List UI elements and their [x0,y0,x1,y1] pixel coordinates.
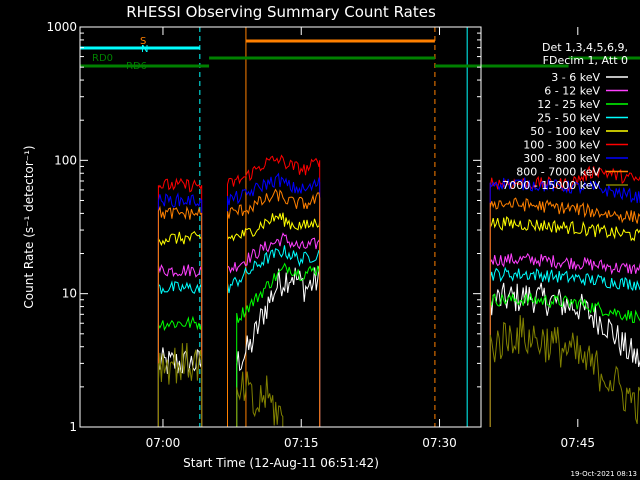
series-trace [157,280,203,427]
series-12-25-kev [157,262,640,427]
series-trace [489,292,640,427]
rate-decimation-label: RD6 [126,61,147,72]
legend-label: 100 - 300 keV [523,139,600,152]
y-tick-label: 1000 [46,20,77,34]
series-trace [157,315,203,427]
series-trace [157,205,203,427]
legend-label: 50 - 100 keV [530,125,600,138]
y-tick-label: 1 [69,420,77,434]
legend-label: 7000 - 15000 keV [502,179,600,192]
series-trace [157,230,203,427]
y-tick-label: 10 [62,287,77,301]
series-trace [489,165,640,427]
series-trace [489,252,640,427]
x-tick-label: 07:45 [560,436,595,450]
series-trace [236,265,321,427]
series-trace [489,315,640,427]
y-tick-label: 100 [54,153,77,167]
x-tick-label: 07:30 [422,436,457,450]
attenuator-state-label: S [140,36,146,47]
plot-data-group: RD0 RD6 SN [79,27,640,427]
rate-decimation-label: RD0 [92,53,113,64]
series-trace [227,245,321,427]
series-100-300-kev [157,154,640,427]
x-axis-label: Start Time (12-Aug-11 06:51:42) [183,456,379,470]
series-trace [236,262,321,427]
plot-frame [79,26,482,428]
series-6-12-kev [157,232,640,427]
saa-flag-label: N [141,44,148,55]
series-trace [489,177,640,427]
series-trace [236,371,284,427]
series-3-6-kev [157,265,640,427]
legend: Det 1,3,4,5,6,9, FDecim 1, Att 0 3 - 6 k… [502,41,628,192]
x-tick-label: 07:15 [284,436,319,450]
series-25-50-kev [157,245,640,427]
series-trace [489,197,640,427]
series-trace [227,154,321,427]
x-tick-label: 07:00 [146,436,181,450]
series-trace [227,188,321,427]
series-7000-15000-kev [157,315,640,427]
legend-label: 6 - 12 keV [544,85,600,98]
chart-title: RHESSI Observing Summary Count Rates [126,3,436,21]
series-300-800-kev [157,172,640,427]
generation-timestamp: 19-Oct-2021 08:13 [571,470,637,478]
series-trace [157,347,203,427]
series-trace [157,264,203,427]
legend-label: 12 - 25 keV [537,98,600,111]
axis-ticks-group: 07:0007:1507:3007:4508:0008:1508:3011010… [46,20,595,450]
legend-header-line-1: Det 1,3,4,5,6,9, [542,41,628,54]
y-axis-label: Count Rate (s⁻¹ detector⁻¹) [22,145,36,308]
series-trace [227,212,321,427]
legend-label: 800 - 7000 keV [516,166,600,179]
series-50-100-kev [157,212,640,427]
legend-label: 300 - 800 keV [523,152,600,165]
legend-label: 3 - 6 keV [551,71,600,84]
series-trace [227,232,321,427]
series-trace [157,192,203,427]
series-trace [157,342,203,427]
series-trace [489,266,640,427]
legend-header-line-2: FDecim 1, Att 0 [543,54,628,67]
series-trace [227,172,321,427]
legend-label: 25 - 50 keV [537,112,600,125]
series-trace [489,282,640,427]
series-800-7000-kev [157,188,640,427]
series-trace [489,216,640,427]
series-trace [157,177,203,427]
